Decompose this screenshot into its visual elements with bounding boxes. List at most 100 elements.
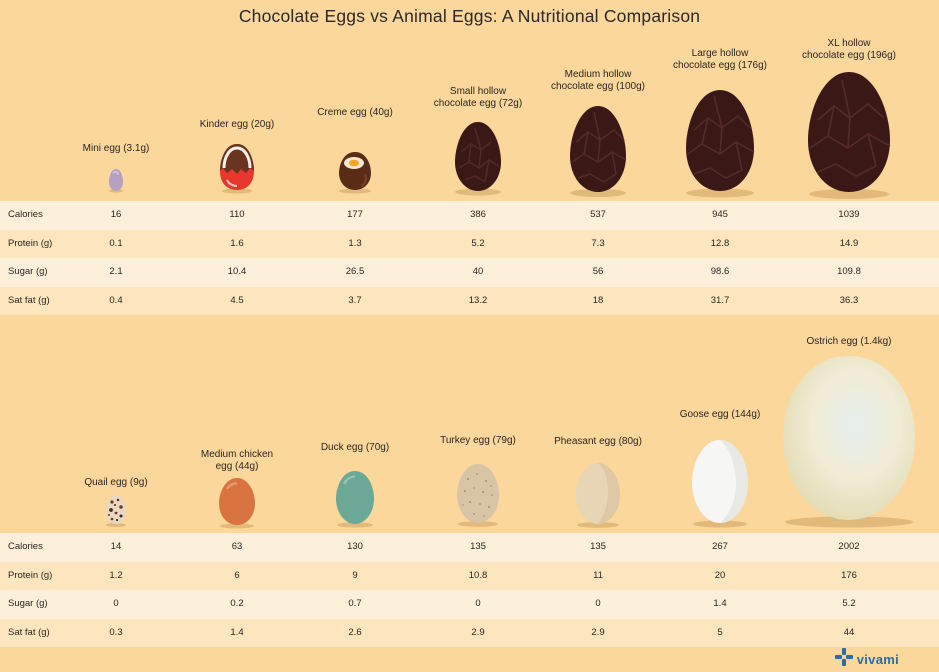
egg-column-pheasant: Pheasant egg (80g) bbox=[528, 315, 668, 535]
table-cell: 1.6 bbox=[230, 237, 244, 249]
turkey-egg-icon bbox=[408, 461, 548, 527]
row-label: Sugar (g) bbox=[8, 598, 48, 609]
egg-column-quail: Quail egg (9g) bbox=[46, 315, 186, 535]
egg-column-mini: Mini egg (3.1g) bbox=[46, 0, 186, 200]
table-cell: 135 bbox=[590, 541, 606, 552]
table-row-protein: Protein (g) 0.1 1.6 1.3 5.2 7.3 12.8 14.… bbox=[0, 229, 939, 258]
row-label: Calories bbox=[8, 541, 43, 552]
table-cell: 110 bbox=[229, 209, 245, 220]
egg-label-line: Small hollow bbox=[449, 86, 507, 97]
table-cell: 3.7 bbox=[348, 294, 362, 306]
table-cell: 0 bbox=[113, 598, 119, 609]
table-cell: 2.9 bbox=[591, 626, 605, 638]
egg-label: Medium chicken egg (44g) bbox=[167, 449, 307, 473]
vivami-logo-icon bbox=[834, 647, 853, 671]
table-cell: 386 bbox=[470, 209, 486, 220]
row-label: Sugar (g) bbox=[8, 266, 48, 277]
table-cell: 109.8 bbox=[837, 266, 861, 277]
page-title: Chocolate Eggs vs Animal Eggs: A Nutriti… bbox=[238, 6, 701, 26]
row-label: Protein (g) bbox=[8, 569, 53, 581]
vivami-logo[interactable]: vivami bbox=[834, 647, 899, 671]
egg-label-line: Creme egg (40g) bbox=[317, 107, 393, 118]
egg-label: Duck egg (70g) bbox=[285, 442, 425, 454]
table-cell: 14 bbox=[110, 541, 122, 552]
animal-nutrition-table: Calories 14 63 130 135 135 267 2002 Prot… bbox=[0, 533, 939, 647]
table-cell: 945 bbox=[712, 209, 728, 220]
table-cell: 1.4 bbox=[713, 598, 727, 609]
row-label: Sat fat (g) bbox=[8, 294, 50, 306]
footer bbox=[0, 647, 939, 672]
table-cell: 1.2 bbox=[109, 569, 123, 581]
egg-label: Creme egg (40g) bbox=[285, 107, 425, 119]
table-cell: 1039 bbox=[838, 209, 860, 220]
table-cell: 1.3 bbox=[348, 237, 362, 249]
ostrich-egg-icon bbox=[779, 354, 919, 528]
table-cell: 2.6 bbox=[348, 626, 362, 638]
table-cell: 10.8 bbox=[468, 569, 488, 581]
chocolate-eggs-section: Mini egg (3.1g) Kinder egg (20g) C bbox=[0, 0, 939, 315]
chocolate-nutrition-table: Calories 16 110 177 386 537 945 1039 Pro… bbox=[0, 201, 939, 315]
table-cell: 44 bbox=[843, 626, 855, 638]
row-label: Protein (g) bbox=[8, 237, 53, 249]
kinder-egg-icon bbox=[167, 138, 307, 194]
duck-egg-icon bbox=[285, 468, 425, 528]
mini-egg-icon bbox=[46, 167, 186, 193]
pheasant-egg-icon bbox=[528, 460, 668, 528]
egg-label: Quail egg (9g) bbox=[46, 477, 186, 489]
table-cell: 98.6 bbox=[710, 266, 730, 277]
table-cell: 56 bbox=[592, 266, 604, 277]
row-label: Sat fat (g) bbox=[8, 626, 50, 638]
goose-egg-icon bbox=[650, 436, 790, 528]
table-cell: 5.2 bbox=[842, 598, 856, 609]
chocolate-egg-icon bbox=[779, 68, 919, 200]
egg-label-line: Duck egg (70g) bbox=[320, 442, 390, 453]
egg-label-line: Goose egg (144g) bbox=[679, 409, 761, 420]
egg-label: Pheasant egg (80g) bbox=[528, 436, 668, 448]
egg-column-xl-hollow: XL hollow chocolate egg (196g) bbox=[779, 0, 919, 200]
table-cell: 0.4 bbox=[109, 294, 123, 306]
table-cell: 10.4 bbox=[227, 266, 247, 277]
egg-column-duck: Duck egg (70g) bbox=[285, 315, 425, 535]
table-cell: 5.2 bbox=[471, 237, 485, 249]
egg-label-line: chocolate egg (196g) bbox=[802, 50, 896, 61]
table-cell: 12.8 bbox=[710, 237, 730, 249]
egg-label: Turkey egg (79g) bbox=[408, 435, 548, 447]
chocolate-egg-icon bbox=[408, 118, 548, 196]
egg-label-line: egg (44g) bbox=[215, 461, 259, 472]
table-cell: 2002 bbox=[838, 541, 860, 552]
table-cell: 26.5 bbox=[345, 266, 365, 277]
table-cell: 267 bbox=[712, 541, 728, 552]
table-cell: 6 bbox=[234, 569, 240, 581]
table-cell: 0.7 bbox=[348, 598, 362, 609]
table-cell: 0.3 bbox=[109, 626, 123, 638]
egg-column-ostrich: Ostrich egg (1.4kg) bbox=[779, 315, 919, 535]
table-cell: 0 bbox=[475, 598, 481, 609]
egg-label: Goose egg (144g) bbox=[650, 409, 790, 421]
egg-column-medium-hollow: Medium hollow chocolate egg (100g) bbox=[528, 0, 668, 200]
egg-label: Ostrich egg (1.4kg) bbox=[779, 336, 919, 348]
table-row-sugar: Sugar (g) 0 0.2 0.7 0 0 1.4 5.2 bbox=[0, 590, 939, 619]
table-cell: 537 bbox=[590, 209, 606, 220]
table-cell: 1.4 bbox=[230, 626, 244, 638]
table-cell: 0 bbox=[595, 598, 601, 609]
table-cell: 5 bbox=[717, 626, 723, 638]
egg-label-line: Kinder egg (20g) bbox=[199, 119, 275, 130]
egg-column-chicken: Medium chicken egg (44g) bbox=[167, 315, 307, 535]
table-cell: 13.2 bbox=[468, 294, 488, 306]
egg-label: Small hollow chocolate egg (72g) bbox=[408, 86, 548, 110]
egg-label-line: Turkey egg (79g) bbox=[440, 435, 516, 446]
egg-column-turkey: Turkey egg (79g) bbox=[408, 315, 548, 535]
egg-label-line: Ostrich egg (1.4kg) bbox=[806, 336, 892, 347]
table-cell: 14.9 bbox=[839, 237, 859, 249]
egg-label-line: chocolate egg (176g) bbox=[673, 60, 767, 71]
egg-column-creme: Creme egg (40g) bbox=[285, 0, 425, 200]
egg-column-small-hollow: Small hollow chocolate egg (72g) bbox=[408, 0, 548, 200]
table-cell: 18 bbox=[592, 294, 604, 306]
table-cell: 176 bbox=[841, 569, 857, 581]
egg-label-line: Medium chicken bbox=[200, 449, 274, 460]
egg-label: Kinder egg (20g) bbox=[167, 119, 307, 131]
egg-label: Mini egg (3.1g) bbox=[46, 143, 186, 155]
table-cell: 9 bbox=[352, 569, 358, 581]
egg-label-line: chocolate egg (100g) bbox=[551, 81, 645, 92]
egg-label-line: Quail egg (9g) bbox=[84, 477, 148, 488]
